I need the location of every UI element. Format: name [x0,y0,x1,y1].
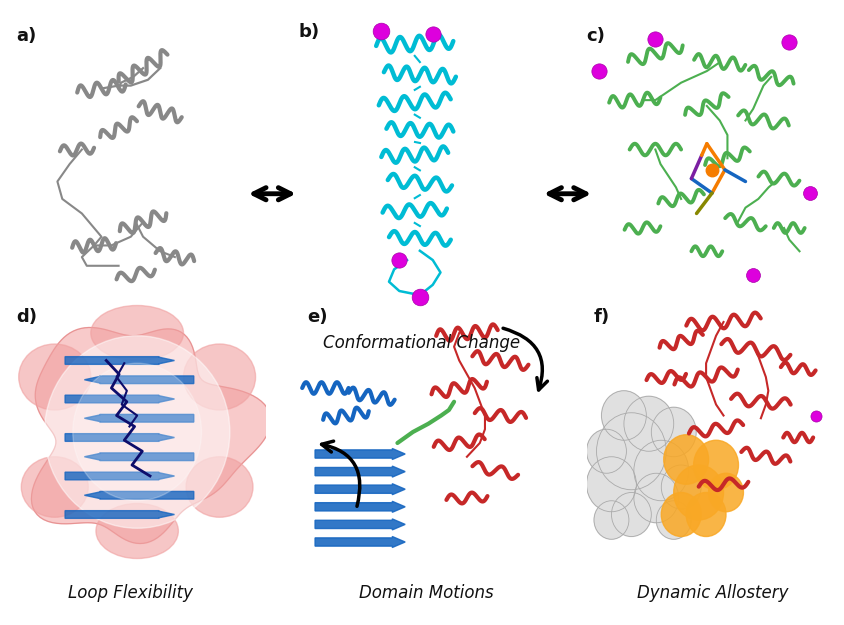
FancyArrow shape [65,472,175,480]
Circle shape [602,391,647,440]
Polygon shape [31,328,271,544]
Ellipse shape [96,504,178,559]
FancyArrow shape [315,449,405,459]
FancyArrow shape [84,453,194,461]
Circle shape [674,465,723,520]
Text: b): b) [299,23,320,41]
FancyArrow shape [315,519,405,530]
Text: Conformational Change: Conformational Change [323,334,521,352]
Ellipse shape [19,344,91,410]
Ellipse shape [183,344,256,410]
Circle shape [587,429,626,473]
Circle shape [611,492,652,536]
Ellipse shape [91,306,183,361]
Circle shape [663,435,709,484]
FancyArrow shape [84,491,194,499]
Circle shape [652,408,696,457]
Text: e): e) [307,308,327,326]
Text: c): c) [586,28,605,46]
Text: d): d) [16,308,37,326]
Text: a): a) [16,28,36,46]
Circle shape [694,440,738,490]
Circle shape [594,501,629,539]
Circle shape [709,473,744,512]
Circle shape [657,501,691,539]
Circle shape [634,440,689,501]
Text: Domain Motions: Domain Motions [359,584,494,602]
Ellipse shape [186,457,253,518]
Text: f): f) [594,308,610,326]
Circle shape [686,492,726,536]
Circle shape [587,457,636,512]
FancyArrow shape [65,395,175,403]
FancyArrow shape [315,466,405,477]
Circle shape [634,473,679,522]
FancyArrow shape [84,376,194,384]
Ellipse shape [73,363,202,501]
Circle shape [624,396,674,451]
FancyArrow shape [65,434,175,441]
Circle shape [662,465,701,509]
FancyArrow shape [65,511,175,518]
Text: Dynamic Allostery: Dynamic Allostery [637,584,789,602]
FancyArrow shape [315,501,405,512]
Circle shape [662,492,701,536]
Ellipse shape [45,336,230,528]
FancyArrow shape [65,357,175,364]
Ellipse shape [21,457,89,518]
FancyArrow shape [84,414,194,422]
Text: Loop Flexibility: Loop Flexibility [68,584,193,602]
Circle shape [597,412,666,490]
FancyArrow shape [315,536,405,548]
FancyArrow shape [315,484,405,495]
